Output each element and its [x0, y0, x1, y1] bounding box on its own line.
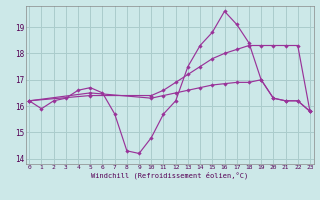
- X-axis label: Windchill (Refroidissement éolien,°C): Windchill (Refroidissement éolien,°C): [91, 172, 248, 179]
